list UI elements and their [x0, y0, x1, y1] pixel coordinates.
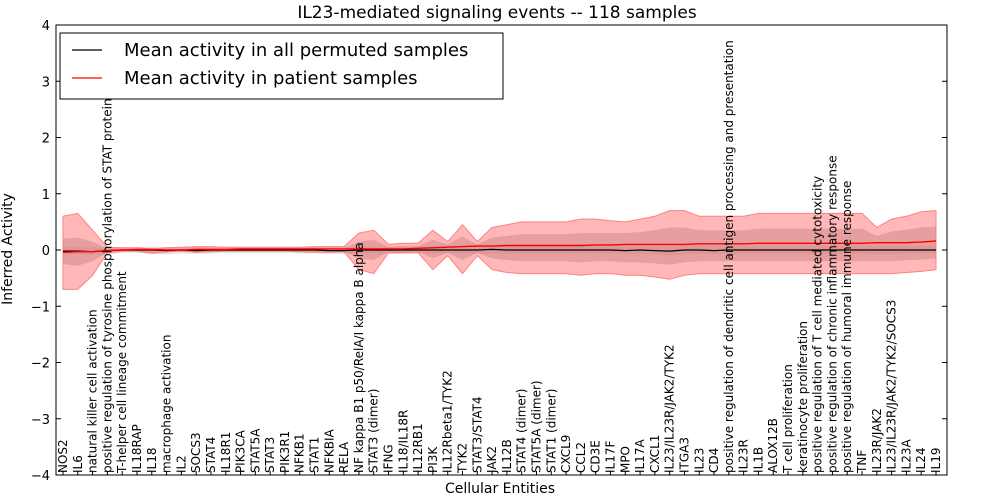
x-tick-label: SOCS3 [189, 432, 203, 473]
x-tick-label: NOS2 [56, 439, 70, 473]
x-tick-label: TNF [855, 450, 869, 474]
x-tick-label: IL18R1 [219, 432, 233, 473]
x-tick-label: NFKBIA [322, 428, 336, 473]
x-tick-label: STAT5A (dimer) [530, 380, 544, 473]
x-tick-label: IL12B [500, 439, 514, 473]
x-tick-label: positive regulation of dendritic cell an… [722, 40, 736, 473]
y-tick-label: −3 [31, 413, 50, 428]
x-tick-label: CD3E [589, 440, 603, 473]
x-tick-label: ITGA3 [678, 437, 692, 473]
x-tick-label: IL23/IL23R/JAK2/TYK2/SOCS3 [885, 300, 899, 473]
x-tick-label: IL12RB1 [411, 423, 425, 473]
x-tick-label: CXCL9 [559, 435, 573, 473]
x-tick-label: IL1B [751, 447, 765, 473]
x-tick-label: NF kappa B1 p50/RelA/I kappa B alpha [352, 242, 366, 473]
x-tick-label: IL23/IL23R/JAK2/TYK2 [663, 344, 677, 473]
x-tick-label: IL19 [929, 448, 943, 474]
x-tick-label: IL18RAP [130, 424, 144, 473]
x-tick-label: IL18 [145, 448, 159, 474]
y-tick-label: 2 [42, 132, 50, 147]
permuted-mean-line [63, 248, 936, 253]
y-tick-label: 1 [42, 188, 50, 203]
x-tick-label: positive regulation of tyrosine phosphor… [100, 98, 114, 473]
y-axis-title: Inferred Activity [0, 193, 16, 305]
x-tick-label: IL23R [737, 439, 751, 473]
x-tick-label: IL24 [914, 447, 928, 473]
x-tick-label: STAT1 [308, 437, 322, 473]
x-tick-label: IL17A [633, 439, 647, 473]
x-tick-label: RELA [337, 441, 351, 473]
plot-frame [55, 24, 948, 476]
x-axis-title: Cellular Entities [445, 481, 555, 497]
x-tick-label: NFKB1 [293, 433, 307, 473]
x-tick-label: MPO [618, 446, 632, 473]
x-tick-label: IL23 [692, 448, 706, 474]
x-tick-label: positive regulation of humoral immune re… [840, 181, 854, 473]
y-tick-label: −2 [31, 357, 50, 372]
x-tick-label: PIK3CA [234, 429, 248, 473]
x-tick-label: ALOX12B [766, 418, 780, 473]
legend-label-patient: Mean activity in patient samples [124, 68, 418, 89]
x-tick-label: CCL2 [574, 442, 588, 473]
x-tick-label: positive regulation of chronic inflammat… [825, 155, 839, 473]
x-tick-label: IFNG [382, 444, 396, 473]
chart-title: IL23-mediated signaling events -- 118 sa… [297, 3, 697, 23]
x-tick-label: positive regulation of T cell mediated c… [811, 176, 825, 473]
plot-area: 4 3 2 1 0 −1 −2 −3 −4 NOS2 IL6 natural killer cell … [31, 19, 947, 484]
x-tick-label: keratinocyte proliferation [796, 321, 810, 473]
x-tick-label: IL23A [899, 438, 913, 472]
x-tick-label: IL2 [174, 455, 188, 473]
x-tick-label: IL17F [604, 441, 618, 473]
y-tick-label: 4 [42, 19, 50, 34]
x-tick-label: PI3K [426, 446, 440, 473]
x-tick-label: IL12Rbeta1/TYK2 [441, 370, 455, 473]
x-tick-label: macrophage activation [160, 335, 174, 473]
x-tick-label: STAT3 [263, 437, 277, 473]
y-tick-label: −1 [31, 300, 50, 315]
x-tick-label: IL6 [71, 455, 85, 473]
x-tick-label: STAT4 [204, 437, 218, 473]
y-tick-label: −4 [31, 469, 50, 484]
legend-label-permuted: Mean activity in all permuted samples [124, 40, 468, 61]
x-tick-label: natural killer cell activation [86, 309, 100, 473]
x-tick-label: T cell proliferation [781, 364, 795, 474]
x-tick-label: STAT1 (dimer) [544, 389, 558, 473]
x-tick-label: T-helper cell lineage commitment [115, 271, 129, 474]
x-tick-label: CXCL1 [648, 435, 662, 473]
y-tick-label: 3 [42, 75, 50, 90]
x-tick-label: STAT3/STAT4 [470, 396, 484, 473]
x-tick-label: JAK2 [485, 446, 499, 474]
x-tick-label: IL18/IL18R [396, 410, 410, 473]
patient-mean-line [62, 240, 937, 253]
x-tick-label: TYK2 [456, 443, 470, 474]
legend-box [59, 32, 504, 100]
x-tick-label: STAT3 (dimer) [367, 389, 381, 473]
x-tick-label: STAT4 (dimer) [515, 389, 529, 473]
x-tick-label: IL23R/JAK2 [870, 408, 884, 473]
legend: Mean activity in all permuted samples Me… [59, 32, 504, 100]
x-tick-label: CD4 [707, 448, 721, 473]
x-tick-label: PIK3R1 [278, 431, 292, 473]
y-tick-label: 0 [42, 244, 50, 259]
x-tick-label: STAT5A [248, 428, 262, 473]
